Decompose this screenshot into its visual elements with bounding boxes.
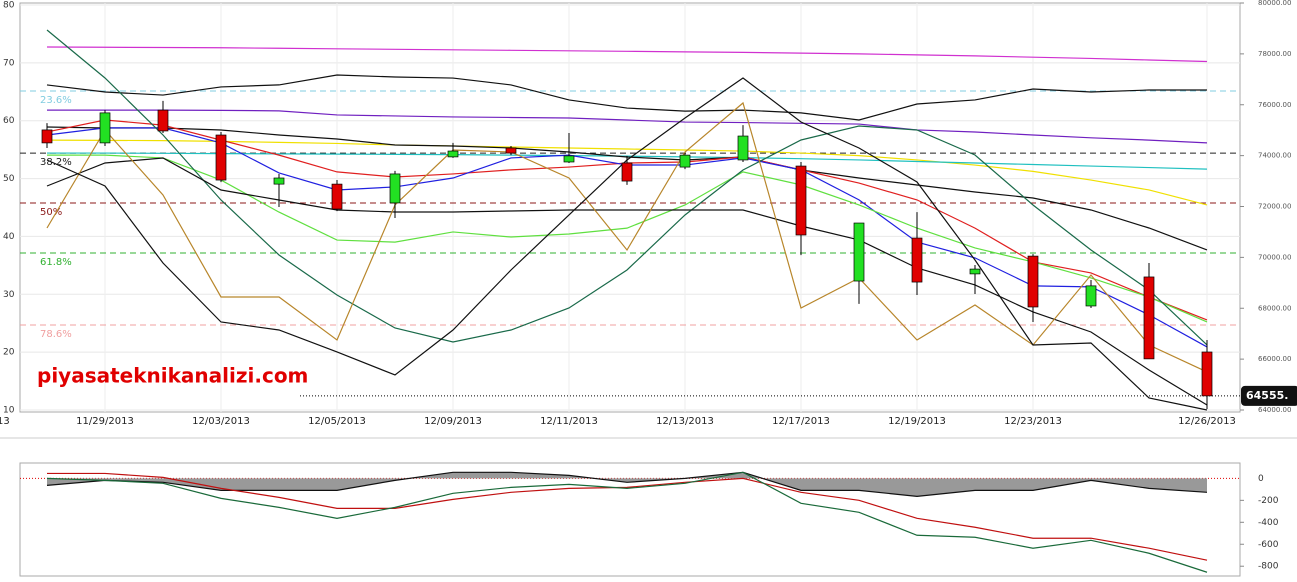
y-tick-label: 68000.00 [1258, 304, 1291, 312]
indicator-line [46, 157, 1208, 406]
oscillator-line [46, 471, 1208, 497]
candle-body [41, 129, 53, 144]
candle-body [795, 165, 807, 236]
candle-body [1027, 255, 1039, 308]
fib-label: 38.2% [40, 157, 72, 168]
histogram-area [47, 472, 1207, 497]
y-tick-label: -800 [1258, 562, 1279, 572]
y-tick-label: 80000.00 [1258, 0, 1291, 7]
y-tick-label: 0 [1258, 474, 1264, 484]
candle-body [505, 147, 517, 154]
candle-body [1201, 351, 1213, 397]
candle-body [1143, 276, 1155, 360]
left-tick-label: 60 [3, 116, 15, 126]
indicator-line [46, 139, 1208, 206]
y-tick-label: 70000.00 [1258, 253, 1291, 261]
candle-body [853, 222, 865, 282]
left-tick-label: 80 [3, 1, 15, 11]
indicator-line [47, 109, 1208, 144]
candle-body [1085, 285, 1097, 307]
y-tick-label: 64000.00 [1258, 406, 1291, 414]
x-tick-label: 12/11/2013 [540, 416, 598, 427]
x-tick-label: 12/09/2013 [424, 416, 482, 427]
fib-label: 23.6% [40, 95, 72, 106]
y-tick-label: 74000.00 [1258, 152, 1291, 160]
candle-body [389, 173, 401, 204]
x-tick-label: 12/17/2013 [772, 416, 830, 427]
left-tick-label: 70 [3, 58, 15, 68]
candle-body [911, 237, 923, 283]
fib-label: 61.8% [40, 257, 72, 268]
x-tick-label: 13 [0, 416, 10, 427]
y-tick-label: 78000.00 [1258, 50, 1291, 58]
y-tick-label: -400 [1258, 518, 1279, 528]
watermark: piyasateknikanalizi.com [37, 364, 308, 388]
last-price-label: 64555. [1246, 389, 1288, 402]
candle-body [969, 268, 981, 275]
candle-body [679, 154, 691, 168]
left-tick-label: 20 [3, 348, 15, 358]
candle-body [563, 155, 575, 163]
last-price-box [1241, 385, 1297, 406]
x-tick-label: 11/29/2013 [76, 416, 134, 427]
indicator-line [46, 74, 1207, 121]
indicator-line [47, 154, 1208, 323]
candle-body [447, 150, 459, 158]
candle-body [157, 109, 169, 132]
x-tick-label: 12/03/2013 [192, 416, 250, 427]
fib-label: 78.6% [40, 329, 72, 340]
candle-body [737, 135, 749, 161]
left-tick-label: 40 [3, 232, 15, 242]
left-tick-label: 30 [3, 290, 15, 300]
x-tick-label: 12/19/2013 [888, 416, 946, 427]
y-tick-label: -200 [1258, 496, 1279, 506]
x-tick-label: 12/23/2013 [1004, 416, 1062, 427]
left-tick-label: 50 [3, 174, 15, 184]
indicator-line [46, 46, 1208, 63]
oscillator-line [46, 471, 1208, 573]
y-tick-label: 76000.00 [1258, 101, 1291, 109]
candle-body [621, 162, 633, 182]
indicator-line [46, 101, 1208, 373]
candle-body [215, 134, 227, 181]
fib-label: 50% [40, 207, 62, 218]
y-tick-label: -600 [1258, 540, 1279, 550]
y-tick-label: 66000.00 [1258, 355, 1291, 363]
oscillator-line [47, 472, 1208, 561]
x-tick-label: 12/13/2013 [656, 416, 714, 427]
x-tick-label: 12/05/2013 [308, 416, 366, 427]
x-tick-label: 12/26/2013 [1178, 416, 1236, 427]
candle-body [273, 177, 285, 185]
candle-body [331, 183, 343, 210]
left-tick-label: 10 [3, 406, 15, 416]
candle-body [99, 112, 111, 144]
indicator-line [46, 29, 1208, 346]
y-tick-label: 72000.00 [1258, 203, 1291, 211]
main-panel [19, 2, 1241, 413]
